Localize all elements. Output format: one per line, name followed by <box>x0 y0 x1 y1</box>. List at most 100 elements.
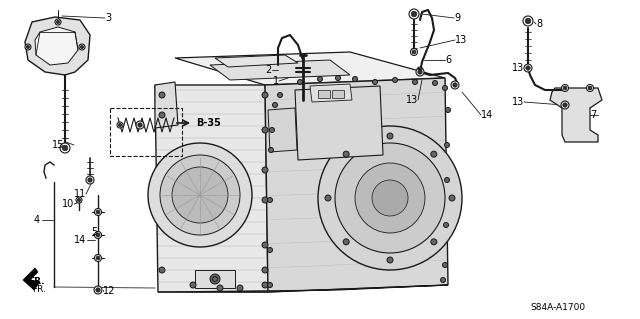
Circle shape <box>62 145 68 151</box>
Circle shape <box>343 151 349 157</box>
Polygon shape <box>23 268 40 290</box>
Text: FR.: FR. <box>32 286 46 294</box>
Circle shape <box>418 70 422 74</box>
Circle shape <box>417 67 423 73</box>
Circle shape <box>268 197 273 203</box>
Circle shape <box>217 285 223 291</box>
Polygon shape <box>268 108 297 152</box>
Circle shape <box>325 195 331 201</box>
Circle shape <box>273 102 278 108</box>
Polygon shape <box>310 84 352 102</box>
Circle shape <box>563 103 567 107</box>
Circle shape <box>278 93 282 98</box>
Circle shape <box>526 66 530 70</box>
Circle shape <box>561 85 568 92</box>
Circle shape <box>335 143 445 253</box>
Circle shape <box>81 45 84 49</box>
Circle shape <box>95 209 102 216</box>
Bar <box>318 90 330 98</box>
Text: 1: 1 <box>273 76 279 86</box>
Circle shape <box>79 44 85 50</box>
Circle shape <box>262 92 268 98</box>
Circle shape <box>318 126 462 270</box>
Polygon shape <box>158 285 448 292</box>
Circle shape <box>444 222 449 227</box>
Circle shape <box>268 283 273 287</box>
Circle shape <box>523 16 533 26</box>
Circle shape <box>262 127 268 133</box>
Circle shape <box>387 257 393 263</box>
Circle shape <box>416 68 424 76</box>
Circle shape <box>268 248 273 253</box>
Circle shape <box>431 239 437 245</box>
Text: 2: 2 <box>266 65 272 75</box>
Circle shape <box>94 286 102 294</box>
Circle shape <box>262 267 268 273</box>
Circle shape <box>419 68 422 72</box>
Text: 8: 8 <box>536 19 542 29</box>
Circle shape <box>335 76 340 80</box>
Text: 10: 10 <box>61 199 74 209</box>
Text: 3: 3 <box>105 13 111 23</box>
Circle shape <box>237 285 243 291</box>
Text: FR.: FR. <box>28 277 45 286</box>
Circle shape <box>56 20 60 24</box>
Circle shape <box>392 78 397 83</box>
Circle shape <box>96 256 100 260</box>
Text: 13: 13 <box>512 63 524 73</box>
Circle shape <box>413 79 417 85</box>
Polygon shape <box>25 17 90 75</box>
Text: 6: 6 <box>445 55 451 65</box>
Circle shape <box>172 167 228 223</box>
Circle shape <box>561 101 569 109</box>
Polygon shape <box>210 60 350 80</box>
Polygon shape <box>550 88 602 142</box>
Circle shape <box>117 122 123 128</box>
Bar <box>195 270 235 288</box>
Circle shape <box>262 282 268 288</box>
Circle shape <box>262 167 268 173</box>
Circle shape <box>445 108 451 113</box>
Text: 11: 11 <box>74 189 86 199</box>
Circle shape <box>525 18 531 24</box>
Text: 9: 9 <box>454 13 460 23</box>
Circle shape <box>372 180 408 216</box>
Text: 15: 15 <box>52 140 64 150</box>
Circle shape <box>95 232 102 239</box>
Circle shape <box>453 83 457 87</box>
Circle shape <box>26 45 29 49</box>
Text: 7: 7 <box>590 110 596 120</box>
Circle shape <box>445 143 449 147</box>
Circle shape <box>442 263 447 268</box>
Text: 13: 13 <box>455 35 467 45</box>
Circle shape <box>88 178 92 182</box>
Circle shape <box>76 197 82 203</box>
Circle shape <box>409 9 419 19</box>
Circle shape <box>262 242 268 248</box>
Circle shape <box>410 48 417 56</box>
Text: B-35: B-35 <box>196 118 221 128</box>
Polygon shape <box>155 85 268 292</box>
Text: 13: 13 <box>406 95 418 105</box>
Text: 12: 12 <box>103 286 115 296</box>
Circle shape <box>55 19 61 25</box>
Bar <box>332 90 344 98</box>
Polygon shape <box>175 52 445 85</box>
Circle shape <box>563 86 567 90</box>
Circle shape <box>136 121 144 129</box>
Circle shape <box>210 274 220 284</box>
Circle shape <box>412 50 416 54</box>
Circle shape <box>524 64 532 72</box>
Circle shape <box>86 176 94 184</box>
Circle shape <box>95 255 102 262</box>
Circle shape <box>148 143 252 247</box>
Circle shape <box>433 80 438 85</box>
Circle shape <box>355 163 425 233</box>
Circle shape <box>445 177 449 182</box>
Circle shape <box>431 151 437 157</box>
Circle shape <box>96 233 100 237</box>
Circle shape <box>25 44 31 50</box>
Text: 5: 5 <box>91 227 97 237</box>
Circle shape <box>212 277 218 281</box>
Bar <box>110 108 182 156</box>
